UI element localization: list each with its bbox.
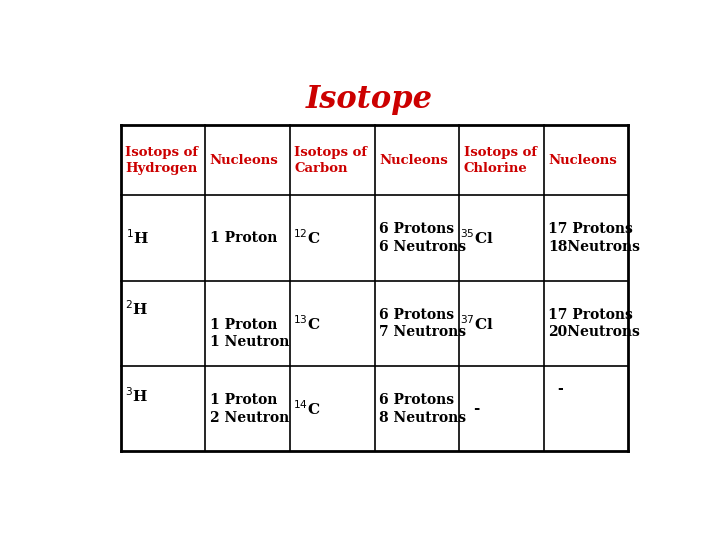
Text: Isotops of
Carbon: Isotops of Carbon bbox=[294, 146, 367, 174]
Text: $^{14}$C: $^{14}$C bbox=[293, 400, 321, 419]
Text: 17 Protons
20Neutrons: 17 Protons 20Neutrons bbox=[549, 308, 640, 339]
Text: Nucleons: Nucleons bbox=[549, 154, 617, 167]
Text: 1 Proton
1 Neutron: 1 Proton 1 Neutron bbox=[210, 318, 289, 349]
Text: Isotops of
Hydrogen: Isotops of Hydrogen bbox=[125, 146, 198, 174]
Text: $^{35}$Cl: $^{35}$Cl bbox=[459, 228, 493, 247]
Text: Isotope: Isotope bbox=[305, 84, 433, 114]
Text: 1 Proton: 1 Proton bbox=[210, 231, 277, 245]
Text: 17 Protons
18Neutrons: 17 Protons 18Neutrons bbox=[549, 222, 640, 254]
Text: 6 Protons
6 Neutrons: 6 Protons 6 Neutrons bbox=[379, 222, 467, 254]
Text: $^{2}$H: $^{2}$H bbox=[125, 300, 148, 318]
Text: Nucleons: Nucleons bbox=[379, 154, 448, 167]
Text: $^{1}$H: $^{1}$H bbox=[126, 228, 149, 247]
Text: -: - bbox=[473, 402, 480, 416]
Text: 6 Protons
7 Neutrons: 6 Protons 7 Neutrons bbox=[379, 308, 467, 339]
Text: 6 Protons
8 Neutrons: 6 Protons 8 Neutrons bbox=[379, 393, 467, 424]
Text: 1 Proton
2 Neutron: 1 Proton 2 Neutron bbox=[210, 393, 289, 424]
Text: Nucleons: Nucleons bbox=[210, 154, 279, 167]
Text: $^{3}$H: $^{3}$H bbox=[125, 387, 148, 406]
Text: $^{13}$C: $^{13}$C bbox=[293, 314, 321, 333]
Text: $^{12}$C: $^{12}$C bbox=[293, 228, 321, 247]
Text: Isotops of
Chlorine: Isotops of Chlorine bbox=[464, 146, 536, 174]
Text: -: - bbox=[557, 382, 562, 396]
Text: $^{37}$Cl: $^{37}$Cl bbox=[459, 314, 493, 333]
